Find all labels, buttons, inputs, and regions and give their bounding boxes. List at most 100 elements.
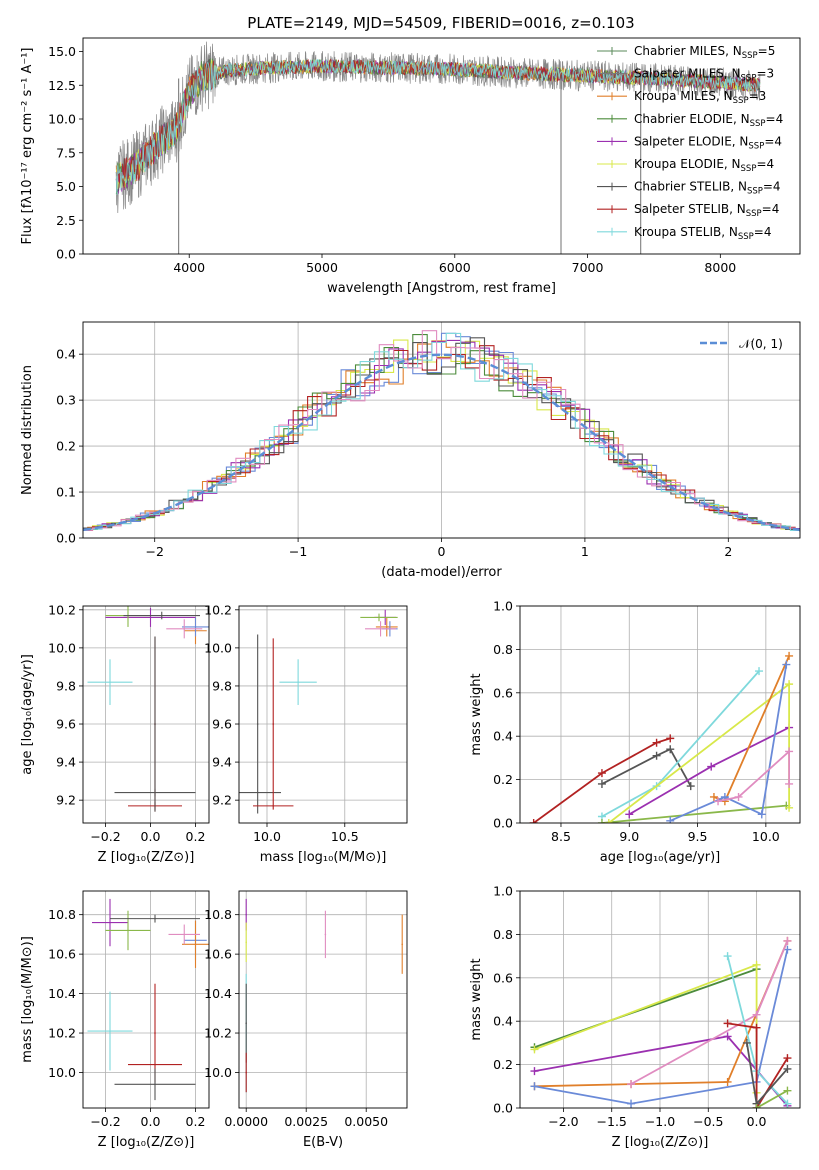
- series-line: [601, 804, 787, 823]
- y-tick-label: 0.6: [493, 685, 513, 700]
- series-line: [669, 664, 788, 822]
- x-tick-label: 4000: [173, 260, 205, 275]
- x-tick-label: 9.0: [619, 829, 639, 844]
- panel-massweight_vs_Z: −2.0 −1.5 −1.0 −0.5 0.0 0.0 0.2 0.4 0.6 0.8 1.0 Z […: [469, 884, 801, 1150]
- y-axis-label: Flux [fλ10⁻¹⁷ erg cm⁻² s⁻¹ A⁻¹]: [20, 48, 35, 245]
- data-marker: [783, 1054, 792, 1063]
- y-tick-label: 0.4: [56, 347, 76, 362]
- x-tick-label: 0.0025: [284, 1114, 328, 1129]
- axes-frame: [82, 890, 210, 1109]
- x-tick-label: 8000: [704, 260, 736, 275]
- data-marker: [785, 747, 794, 756]
- data-marker: [666, 745, 675, 754]
- data-point: [245, 941, 247, 944]
- x-axis-label: Z [log₁₀(Z/Z⊙)]: [98, 1135, 195, 1150]
- y-tick-label: 9.2: [212, 793, 232, 808]
- normal-curve: [83, 353, 800, 532]
- data-marker: [666, 734, 675, 743]
- data-point: [245, 913, 247, 916]
- axes-frame: [82, 37, 801, 255]
- data-point: [256, 723, 259, 725]
- panel-mass_vs_ebv: 0.0000 0.0025 0.0050 10.0 10.2 10.4 10.6 10.8 E(…: [204, 890, 408, 1150]
- y-tick-label: 10.0: [204, 640, 232, 655]
- data-point: [245, 1022, 247, 1024]
- x-tick-label: 10.0: [253, 829, 281, 844]
- x-tick-label: 9.5: [688, 829, 708, 844]
- data-point: [297, 681, 299, 683]
- data-marker: [752, 1010, 761, 1019]
- y-tick-label: 0.2: [56, 439, 76, 454]
- data-point: [183, 933, 186, 936]
- y-tick-label: 5.0: [56, 179, 76, 194]
- series-line: [756, 1089, 788, 1108]
- x-tick-label: −0.5: [693, 1114, 723, 1129]
- y-tick-label: 10.4: [48, 986, 76, 1001]
- y-tick-label: 1.0: [493, 599, 513, 614]
- data-point: [194, 943, 197, 946]
- x-tick-label: −0.2: [90, 1114, 120, 1129]
- data-marker: [782, 660, 791, 669]
- legend-spectrum: Chabrier MILES, NSSP=5 Salpeter MILES, NS…: [597, 44, 783, 242]
- y-tick-label: 10.0: [48, 640, 76, 655]
- y-tick-label: 1.0: [493, 884, 513, 899]
- data-point: [272, 723, 275, 725]
- data-marker: [783, 945, 792, 954]
- axes-frame: [519, 605, 801, 824]
- x-axis-label: mass [log₁₀(M/M⊙)]: [260, 850, 387, 865]
- data-marker: [652, 738, 661, 747]
- y-tick-label: 10.8: [204, 907, 232, 922]
- y-axis-label: mass weight: [469, 673, 484, 755]
- data-point: [154, 1083, 156, 1086]
- y-tick-label: 12.5: [48, 78, 76, 93]
- axes-frame: [238, 890, 408, 1109]
- x-tick-label: 0.0050: [344, 1114, 388, 1129]
- y-tick-label: 10.8: [48, 907, 76, 922]
- y-axis-label: Normed distribution: [20, 365, 35, 495]
- y-tick-label: 0.8: [493, 927, 513, 942]
- data-point: [401, 943, 404, 946]
- y-axis-label: mass [log₁₀(M/M⊙)]: [20, 936, 35, 1063]
- x-tick-label: 0.0: [141, 1114, 161, 1129]
- x-tick-label: 6000: [439, 260, 471, 275]
- data-point: [154, 1063, 156, 1066]
- data-marker: [783, 936, 792, 945]
- series-line: [727, 1022, 789, 1108]
- x-axis-label: E(B-V): [303, 1135, 343, 1150]
- x-tick-label: 0.0: [141, 829, 161, 844]
- panel-age_vs_Z: −0.2 0.0 0.2 9.2 9.4 9.6 9.8 10.0 10.2 Z [log₁₀(Z…: [20, 602, 210, 865]
- histogram-line: [83, 332, 800, 532]
- y-tick-label: 0.0: [493, 816, 513, 831]
- data-marker: [723, 952, 732, 961]
- series-line: [628, 726, 790, 816]
- x-tick-label: 7000: [572, 260, 604, 275]
- plot-area: [115, 41, 761, 254]
- y-tick-label: 2.5: [56, 213, 76, 228]
- y-tick-label: 10.2: [48, 1026, 76, 1041]
- x-tick-label: −1.5: [597, 1114, 627, 1129]
- data-marker: [627, 1080, 636, 1089]
- legend-label: Salpeter MILES, NSSP=3: [634, 67, 774, 84]
- data-marker: [757, 810, 766, 819]
- data-point: [160, 614, 163, 617]
- panel-mass_vs_Z: −0.2 0.0 0.2 10.0 10.2 10.4 10.6 10.8 Z [log₁₀(Z…: [20, 890, 210, 1150]
- y-tick-label: 0.4: [493, 729, 513, 744]
- x-tick-label: 5000: [306, 260, 338, 275]
- legend-label: Chabrier MILES, NSSP=5: [634, 44, 775, 61]
- series-line: [534, 949, 789, 1105]
- legend-label: Salpeter ELODIE, NSSP=4: [634, 134, 782, 151]
- legend-label: Kroupa ELODIE, NSSP=4: [634, 157, 774, 174]
- y-tick-label: 10.6: [204, 947, 232, 962]
- x-axis-label: Z [log₁₀(Z/Z⊙)]: [98, 850, 195, 865]
- x-tick-label: −1.0: [645, 1114, 675, 1129]
- data-point: [109, 921, 111, 924]
- axes-frame: [82, 605, 210, 824]
- x-tick-label: 0: [438, 544, 446, 559]
- data-point: [245, 1071, 247, 1074]
- legend-label: Salpeter STELIB, NSSP=4: [634, 202, 779, 219]
- y-tick-label: 9.6: [212, 717, 232, 732]
- data-marker: [752, 1104, 761, 1108]
- data-point: [378, 616, 380, 619]
- y-tick-label: 15.0: [48, 44, 76, 59]
- data-marker: [530, 1045, 539, 1054]
